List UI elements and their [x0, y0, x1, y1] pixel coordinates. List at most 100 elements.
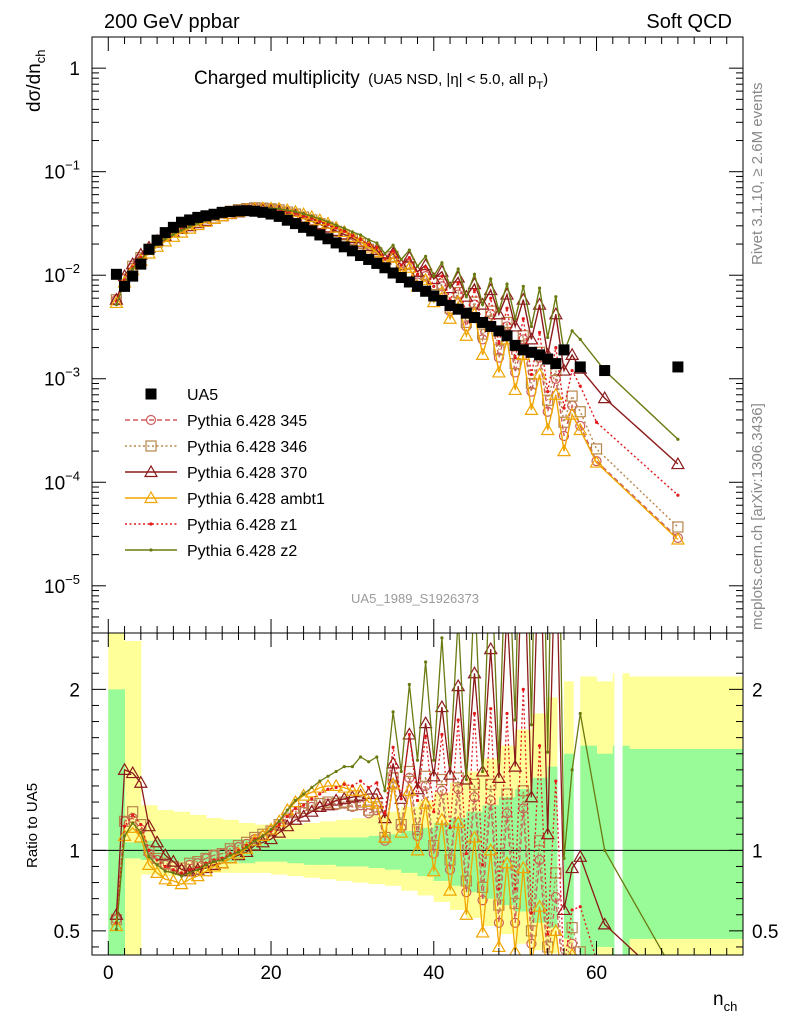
ratio-point-z1	[301, 803, 306, 807]
point-p346	[501, 316, 513, 329]
data-point-UA5	[452, 303, 464, 315]
legend-entry-z2: Pythia 6.428 z2	[125, 543, 297, 560]
point-p370	[459, 289, 474, 302]
point-z1	[676, 493, 680, 497]
ratio-point-p370	[483, 641, 498, 655]
ratio-point-ambt1	[567, 947, 577, 955]
ratio-point-z2	[228, 853, 232, 857]
ratio-band-inner	[629, 748, 743, 939]
ratio-point-z2	[285, 808, 289, 812]
ratio-point-p346	[493, 899, 505, 911]
point-z1	[570, 368, 574, 373]
data-point-UA5	[395, 272, 407, 284]
ratio-point-z1	[342, 782, 346, 786]
point-ambt1	[573, 422, 588, 436]
point-z2	[513, 317, 517, 321]
ratio-point-z2	[383, 789, 387, 793]
ratio-point-p370	[475, 764, 490, 777]
ratio-point-ambt1	[451, 815, 466, 829]
ratio-point-p345	[543, 957, 552, 966]
ratio-band-inner	[108, 689, 126, 955]
ratio-point-z1	[521, 687, 525, 691]
ratio-y-tick-label-right: 0.5	[752, 922, 778, 943]
ratio-band-inner	[319, 837, 337, 865]
x-tick-label: 60	[586, 963, 607, 984]
point-z1	[554, 345, 558, 350]
ratio-point-z1	[562, 966, 565, 969]
ratio-point-ambt1	[591, 984, 603, 995]
ratio-point-ambt1	[166, 873, 181, 887]
point-z2	[285, 208, 289, 212]
data-point-UA5	[232, 205, 244, 217]
point-z2	[578, 337, 582, 341]
point-z1	[358, 237, 363, 241]
ratio-point-z1	[481, 863, 485, 867]
ratio-point-p370	[410, 781, 425, 795]
point-z1	[407, 255, 411, 260]
ratio-point-p370	[418, 715, 433, 729]
ratio-point-p370	[386, 756, 401, 769]
legend-marker-p346	[145, 440, 157, 452]
ratio-point-p370	[150, 835, 165, 848]
main-y-tick-label: 10−1	[44, 158, 80, 184]
point-p346	[436, 278, 448, 290]
ratio-point-z2	[163, 869, 167, 873]
main-y-tick-label: 1	[69, 59, 80, 80]
data-point-UA5	[428, 290, 440, 302]
point-p346	[517, 330, 529, 342]
ratio-point-z1	[155, 858, 159, 862]
ratio-point-p345	[576, 960, 585, 969]
ratio-point-ambt1	[394, 825, 409, 838]
legend-entry-z1: Pythia 6.428 z1	[125, 517, 297, 534]
data-point-UA5	[672, 361, 684, 373]
ratio-point-p370	[491, 770, 506, 784]
ratio-point-z1	[139, 822, 143, 827]
ratio-point-z2	[415, 758, 420, 762]
ratio-point-p370	[133, 775, 148, 788]
ratio-point-p370	[597, 917, 612, 930]
ratio-point-ambt1	[337, 780, 352, 793]
data-point-UA5	[110, 268, 122, 280]
point-z2	[456, 267, 460, 271]
point-z2	[407, 248, 411, 252]
point-z1	[456, 280, 460, 285]
point-ambt1	[418, 272, 433, 286]
ratio-point-p370	[125, 765, 140, 779]
series-UA5	[110, 205, 684, 377]
data-point-UA5	[281, 214, 293, 226]
ratio-point-z1	[440, 732, 444, 737]
ratio-point-z2	[529, 723, 534, 727]
data-point-UA5	[192, 211, 204, 223]
point-z2	[481, 303, 485, 307]
point-p370	[475, 297, 490, 310]
point-z1	[594, 420, 599, 424]
ratio-point-p370	[565, 860, 580, 874]
point-z2	[391, 243, 395, 247]
ratio-y-tick-label-right: 2	[752, 680, 763, 701]
legend-entry-UA5: UA5	[145, 387, 218, 404]
point-z2	[179, 228, 184, 232]
point-p346	[525, 377, 538, 390]
legend-marker-ambt1	[143, 490, 159, 504]
data-point-UA5	[224, 206, 236, 218]
main-y-tick-label: 10−2	[44, 261, 80, 287]
legend-entry-p345: Pythia 6.428 345	[125, 413, 307, 430]
header-left: 200 GeV ppbar	[104, 11, 240, 33]
ratio-y-tick-label-right: 1	[752, 841, 763, 862]
ratio-point-z1	[448, 826, 452, 830]
ratio-point-ambt1	[386, 777, 401, 790]
ratio-point-z1	[415, 798, 420, 803]
ratio-point-z1	[367, 785, 371, 790]
ratio-point-p370	[190, 862, 205, 875]
data-point-UA5	[355, 250, 367, 262]
data-point-UA5	[460, 307, 472, 319]
ratio-point-z1	[432, 810, 436, 814]
point-z1	[529, 372, 534, 377]
main-ylabel: dσ/dnch	[24, 50, 48, 112]
legend-label-p370: Pythia 6.428 370	[187, 465, 307, 482]
ratio-point-z1	[456, 718, 460, 722]
ratio-point-z2	[147, 855, 151, 859]
ratio-point-z1	[375, 781, 379, 785]
point-z2	[497, 309, 501, 313]
data-point-UA5	[338, 241, 350, 253]
